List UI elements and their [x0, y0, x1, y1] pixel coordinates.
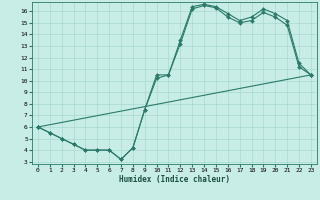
- X-axis label: Humidex (Indice chaleur): Humidex (Indice chaleur): [119, 175, 230, 184]
